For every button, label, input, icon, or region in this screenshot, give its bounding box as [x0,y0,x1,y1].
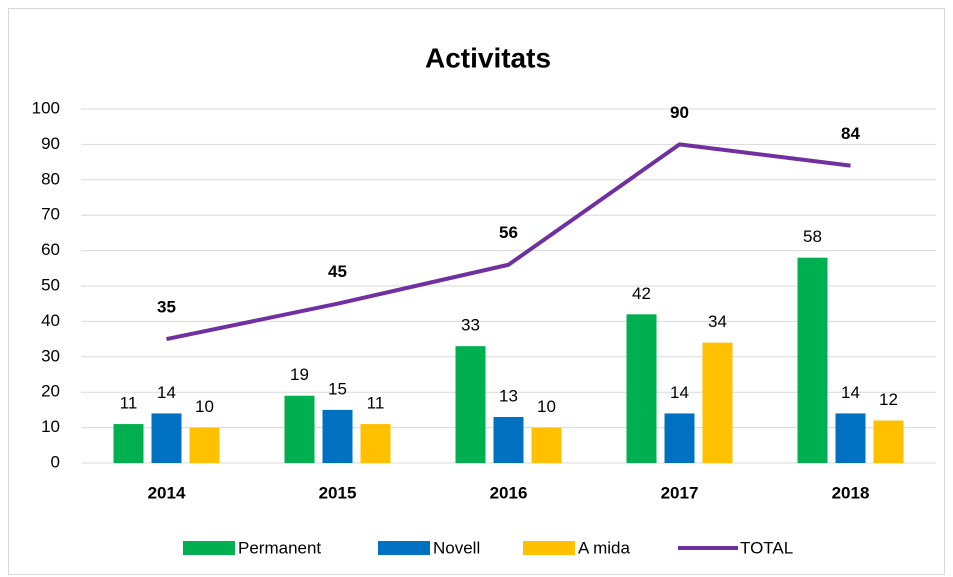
legend-label: A mida [578,538,631,557]
bar [835,413,866,463]
data-label: 14 [670,383,689,402]
chart-title: Activitats [425,42,551,73]
legend-swatch [523,541,575,555]
bar [493,416,524,463]
bar [113,424,144,463]
bar [284,395,315,463]
bar [664,413,695,463]
bar [189,427,220,463]
y-tick-label: 0 [51,452,60,471]
bar [531,427,562,463]
data-label: 12 [879,390,898,409]
legend-swatch [378,541,430,555]
legend-label: Novell [433,538,480,557]
y-tick-label: 60 [41,240,60,259]
y-tick-label: 20 [41,382,60,401]
bar [702,342,733,463]
y-tick-label: 70 [41,205,60,224]
x-tick-label: 2014 [148,483,186,502]
bar [455,346,486,463]
data-label: 14 [841,383,860,402]
line-label: 84 [841,124,860,143]
y-tick-label: 10 [41,417,60,436]
bar [873,420,904,463]
bar [626,314,657,463]
line-label: 45 [328,262,347,281]
x-tick-label: 2015 [319,483,357,502]
total-line [166,142,851,342]
data-label: 11 [120,394,138,413]
line-label: 56 [499,223,518,242]
line-label: 35 [157,298,176,317]
y-tick-label: 50 [41,275,60,294]
bar [322,409,353,463]
bar [360,424,391,463]
data-label: 33 [461,316,480,335]
data-label: 15 [328,379,347,398]
chart-border [8,8,945,575]
y-tick-label: 30 [41,346,60,365]
data-label: 13 [499,386,518,405]
legend-label: TOTAL [740,538,793,557]
x-tick-label: 2017 [661,483,699,502]
data-label: 14 [157,383,176,402]
x-tick-label: 2018 [832,483,870,502]
y-tick-label: 90 [41,134,60,153]
data-label: 34 [708,312,727,331]
legend-label: Permanent [238,538,321,557]
legend-swatch [183,541,235,555]
x-tick-label: 2016 [490,483,528,502]
y-tick-label: 40 [41,311,60,330]
data-label: 10 [195,397,214,416]
data-label: 11 [367,394,385,413]
data-label: 19 [290,365,309,384]
data-label: 58 [803,227,822,246]
bar [797,257,828,463]
y-tick-label: 80 [41,169,60,188]
bar [151,413,182,463]
line-label: 90 [670,103,689,122]
data-label: 10 [537,397,556,416]
data-label: 42 [632,284,651,303]
y-tick-label: 100 [32,98,60,117]
